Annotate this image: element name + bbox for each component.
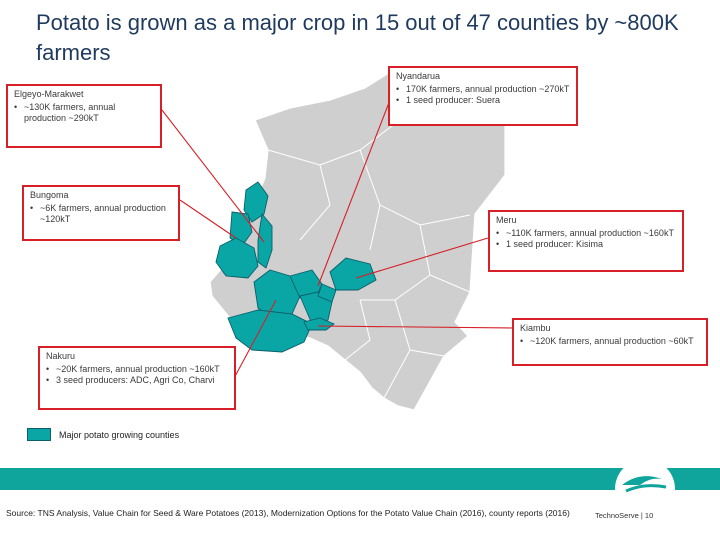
callout-bullet: 170K farmers, annual production ~270kT (396, 84, 570, 96)
callout-name: Meru (496, 215, 517, 225)
footer-brand: TechnoServe | 10 (595, 511, 654, 520)
callout-bungoma: Bungoma ~6K farmers, annual production ~… (22, 185, 180, 241)
county-central (299, 291, 333, 325)
callout-kiambu: Kiambu ~120K farmers, annual production … (512, 318, 708, 366)
leader-meru (355, 237, 489, 279)
county-kiambu (303, 317, 335, 331)
legend-swatch (27, 428, 51, 441)
county-boundaries (267, 119, 471, 399)
callout-nakuru: Nakuru ~20K farmers, annual production ~… (38, 346, 236, 410)
footer-band (0, 468, 720, 490)
callout-name: Kiambu (520, 323, 551, 333)
leader-nakuru (231, 299, 277, 383)
leader-bungoma (179, 199, 237, 239)
callout-elgeyo-marakwet: Elgeyo-Marakwet ~130K farmers, annual pr… (6, 84, 162, 148)
county-nyeri (317, 283, 337, 303)
map-legend: Major potato growing counties (27, 428, 179, 441)
callout-name: Bungoma (30, 190, 69, 200)
callout-bullet: ~110K farmers, annual production ~160kT (496, 228, 676, 240)
county-elgeyo-marakwet (257, 212, 273, 269)
footer-source: Source: TNS Analysis, Value Chain for Se… (6, 508, 570, 518)
callout-bullet: 1 seed producer: Kisima (496, 239, 676, 251)
callout-name: Nakuru (46, 351, 76, 361)
leader-elgeyo (161, 109, 265, 243)
callout-bullet: ~6K farmers, annual production ~120kT (30, 203, 172, 226)
callout-name: Nyandarua (396, 71, 441, 81)
leader-kiambu (317, 325, 517, 329)
leader-lines (161, 99, 517, 383)
leader-nyandarua (317, 99, 391, 287)
legend-label: Major potato growing counties (59, 429, 180, 440)
county-west-cluster (215, 237, 259, 279)
county-trans-nzoia (243, 181, 269, 223)
callout-bullet: ~130K farmers, annual production ~290kT (14, 102, 154, 125)
callout-nyandarua: Nyandarua 170K farmers, annual productio… (388, 66, 578, 126)
technoserve-logo-icon (615, 459, 675, 505)
callout-meru: Meru ~110K farmers, annual production ~1… (488, 210, 684, 272)
callout-bullet: ~120K farmers, annual production ~60kT (520, 336, 700, 348)
callout-bullet: 1 seed producer: Suera (396, 95, 570, 107)
slide-title: Potato is grown as a major crop in 15 ou… (36, 10, 679, 65)
callout-name: Elgeyo-Marakwet (14, 89, 84, 99)
highlighted-counties (215, 181, 377, 353)
callout-bullet: 3 seed producers: ADC, Agri Co, Charvi (46, 375, 228, 387)
callout-bullet: ~20K farmers, annual production ~160kT (46, 364, 228, 376)
